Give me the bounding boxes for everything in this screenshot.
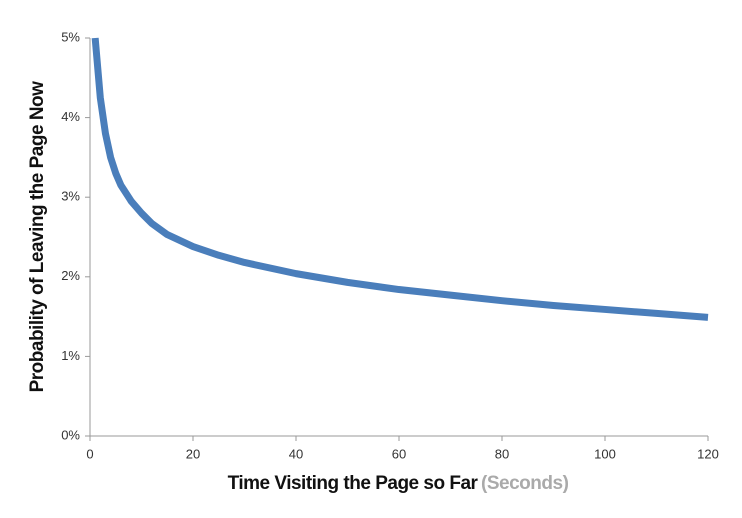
x-tick-label: 60 [392, 446, 406, 461]
x-axis-unit: (Seconds) [481, 473, 569, 494]
line-series [91, 37, 709, 321]
x-tick-label: 20 [186, 446, 200, 461]
x-tick-label: 40 [289, 446, 303, 461]
y-tick-label: 5% [61, 29, 80, 44]
x-tick-label: 80 [495, 446, 509, 461]
y-tick-label: 1% [61, 348, 80, 363]
x-tick-label: 100 [594, 446, 616, 461]
x-tick-label: 120 [697, 446, 719, 461]
x-axis-label: Time Visiting the Page so Far (Seconds) [228, 473, 569, 494]
y-tick-label: 3% [61, 189, 80, 204]
x-tick-label: 0 [86, 446, 93, 461]
y-axis-label: Probability of Leaving the Page Now [27, 81, 48, 393]
y-tick-label: 4% [61, 109, 80, 124]
y-tick-label: 0% [61, 427, 80, 442]
x-axis-title: Time Visiting the Page so Far [228, 473, 479, 494]
y-tick-label: 2% [61, 268, 80, 283]
